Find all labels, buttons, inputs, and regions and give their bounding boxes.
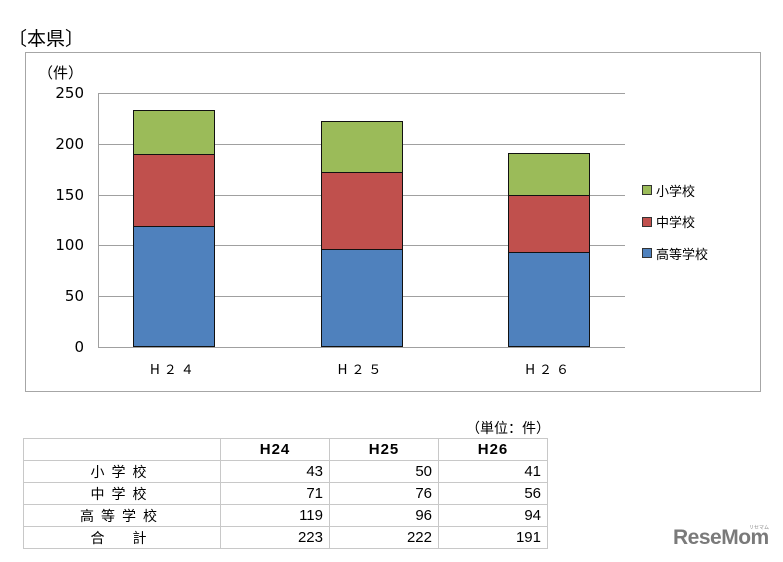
legend-item: 中学校 [642,214,708,231]
cell-value: 223 [220,526,330,549]
bar-segment [508,251,591,347]
y-tick-label: 50 [64,287,84,306]
row-label: 合 計 [23,526,221,549]
table-header-row: H24 H25 H26 [23,438,548,461]
table-header-cell: H26 [438,438,548,461]
x-tick-label: H２６ [525,363,574,378]
cell-value: 96 [329,504,439,527]
y-tick-label: 100 [55,236,84,255]
legend-label: 中学校 [656,216,696,231]
bar-segment [320,121,403,173]
bar-segment [508,194,591,252]
table-row-total: 合 計 223 222 191 [23,526,548,549]
table-row: 小学校 43 50 41 [23,460,548,483]
y-tick-label: 150 [55,185,84,204]
bar-segment [508,152,591,195]
resemom-logo: ReseMom [673,526,769,549]
cell-value: 43 [220,460,330,483]
cell-value: 50 [329,460,439,483]
cell-value: 41 [438,460,548,483]
x-tick-label: H２５ [337,363,386,378]
bar-segment [320,249,403,347]
bar-segment [320,172,403,250]
legend-item: 高等学校 [642,245,709,263]
legend-swatch-icon [642,248,652,258]
legend-label: 高等学校 [656,247,709,263]
region-title: 〔本県〕 [8,28,85,50]
cell-value: 222 [329,526,439,549]
bar-segment [132,153,215,227]
resemom-logo-ruby: リセマム [749,525,770,531]
cell-value: 71 [220,482,330,505]
table-header-cell: H24 [220,438,330,461]
cell-value: 56 [438,482,548,505]
stacked-bar [508,152,591,347]
bar-segment [132,110,215,154]
legend-label: 小学校 [656,184,696,200]
table-unit-note: （単位：件） [466,421,550,437]
data-table: H24 H25 H26 小学校 43 50 41 中学校 71 76 56 高等… [23,438,548,549]
legend-item: 小学校 [642,182,708,200]
x-tick-label: H２４ [149,363,198,378]
gridline [98,93,625,94]
table-row: 高等学校 119 96 94 [23,504,548,527]
y-axis-line [98,93,99,347]
stacked-bar [320,121,403,347]
row-label: 高等学校 [23,504,221,527]
y-tick-label: 200 [55,134,84,153]
table-header-cell [23,438,221,461]
x-axis-line [98,347,625,348]
plot-area [98,93,625,348]
legend-swatch-icon [642,216,652,227]
chart-legend: 小学校中学校高等学校 [642,182,708,277]
row-label: 小学校 [23,460,221,483]
y-tick-label: 0 [74,338,84,356]
bar-segment [132,226,215,347]
table-header-cell: H25 [329,438,439,461]
cell-value: 76 [329,482,439,505]
table-row: 中学校 71 76 56 [23,482,548,505]
cell-value: 94 [438,504,548,527]
stacked-bar [132,110,215,347]
y-axis-unit: （件） [38,64,84,82]
cell-value: 191 [438,526,548,549]
legend-swatch-icon [642,185,652,195]
cell-value: 119 [220,504,330,527]
row-label: 中学校 [23,482,221,505]
y-tick-label: 250 [55,84,84,102]
